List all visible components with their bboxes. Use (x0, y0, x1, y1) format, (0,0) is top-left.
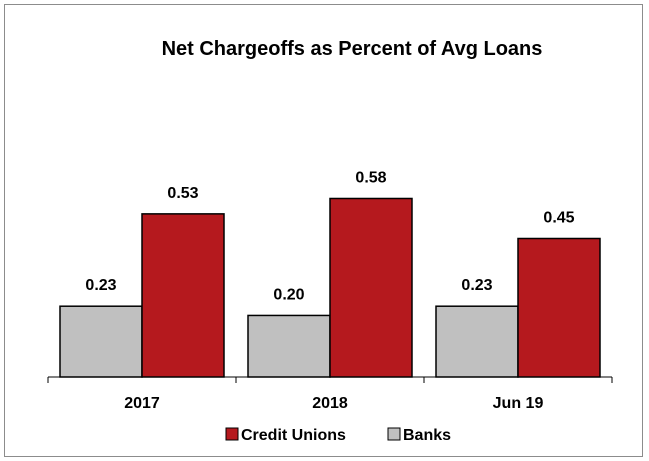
bar-credit-unions-jun-19 (517, 237, 601, 378)
bar-credit-unions-2018 (329, 197, 413, 378)
data-label-credit-unions-2017: 0.53 (167, 185, 198, 202)
data-label-credit-unions-2018: 0.58 (355, 169, 386, 186)
chart-frame (4, 4, 643, 457)
x-tick-label-2018: 2018 (312, 395, 348, 412)
legend-swatch-banks (387, 427, 401, 441)
bar-credit-unions-2017 (141, 213, 225, 378)
bars-group (59, 197, 601, 378)
legend-label-banks: Banks (403, 427, 451, 444)
legend-swatch-credit-unions (225, 427, 239, 441)
data-label-banks-jun-19: 0.23 (461, 277, 492, 294)
bar-banks-2018 (247, 314, 331, 378)
bar-banks-jun-19 (435, 305, 519, 378)
legend-label-credit-unions: Credit Unions (241, 427, 346, 444)
data-labels-group: 0.23 0.53 0.20 0.58 0.23 0.45 (85, 169, 574, 303)
x-tick-label-2017: 2017 (124, 395, 160, 412)
x-axis: 2017 2018 Jun 19 (47, 376, 613, 412)
bar-banks-2017 (59, 305, 143, 378)
x-tick-label-jun-19: Jun 19 (493, 395, 544, 412)
legend: Credit Unions Banks (225, 427, 451, 444)
chart-title: Net Chargeoffs as Percent of Avg Loans (162, 38, 543, 60)
data-label-banks-2017: 0.23 (85, 277, 116, 294)
data-label-credit-unions-jun-19: 0.45 (543, 209, 574, 226)
data-label-banks-2018: 0.20 (273, 286, 304, 303)
